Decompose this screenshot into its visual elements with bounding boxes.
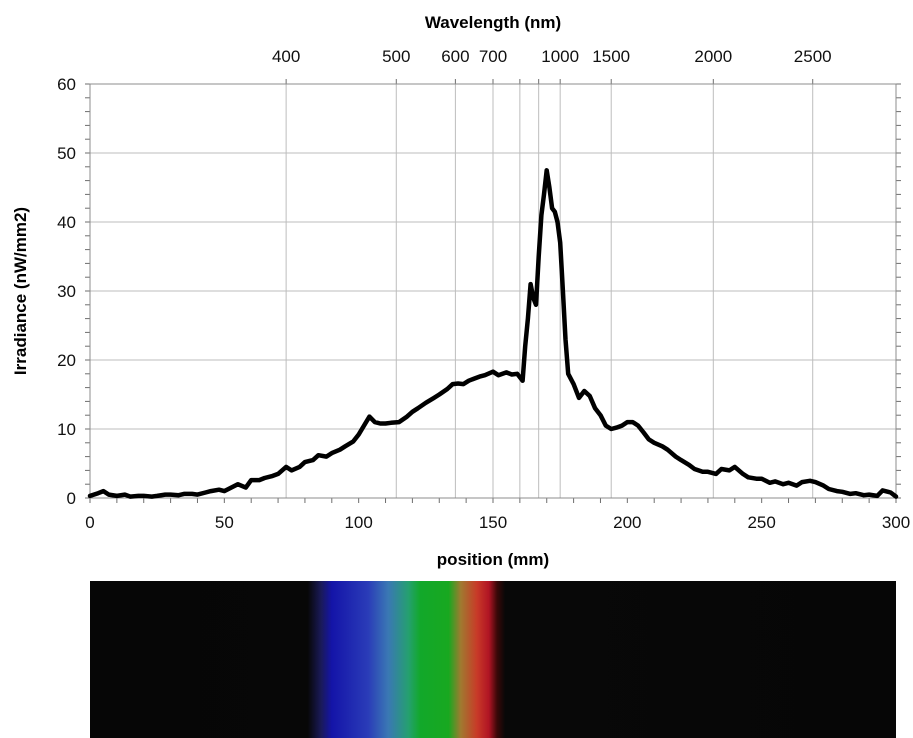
x-tick-label: 250 [747,513,775,532]
y-tick-labels: 0 10 20 30 40 50 60 [57,75,76,508]
x-tick-label: 200 [613,513,641,532]
wavelength-tick-label: 500 [382,47,410,66]
x-tick-label: 300 [882,513,910,532]
wavelength-tick-label: 1500 [592,47,630,66]
y-tick-label: 0 [67,489,76,508]
x-tick-labels: 0 50 100 150 200 250 300 [85,513,910,532]
wavelength-tick-label: 2000 [694,47,732,66]
x-tick-label: 100 [344,513,372,532]
top-axis-title: Wavelength (nm) [425,13,561,32]
wavelength-tick-labels: 400 500 600 700 1000 1500 2000 2500 [272,47,832,66]
tick-marks [85,79,901,503]
wavelength-tick-label: 600 [441,47,469,66]
wavelength-tick-label: 1000 [541,47,579,66]
wavelength-tick-label: 700 [479,47,507,66]
y-axis-title: Irradiance (nW/mm2) [11,207,30,375]
spectrum-strip-image [90,581,896,738]
plot-frame [89,83,897,499]
wavelength-tick-label: 2500 [794,47,832,66]
gridlines [90,83,896,499]
x-tick-label: 0 [85,513,94,532]
x-tick-label: 50 [215,513,234,532]
x-tick-label: 150 [479,513,507,532]
y-tick-label: 60 [57,75,76,94]
y-tick-label: 40 [57,213,76,232]
y-tick-label: 50 [57,144,76,163]
y-tick-label: 30 [57,282,76,301]
x-axis-title: position (mm) [437,550,549,569]
y-tick-label: 20 [57,351,76,370]
irradiance-line [87,168,899,499]
y-tick-label: 10 [57,420,76,439]
wavelength-tick-label: 400 [272,47,300,66]
